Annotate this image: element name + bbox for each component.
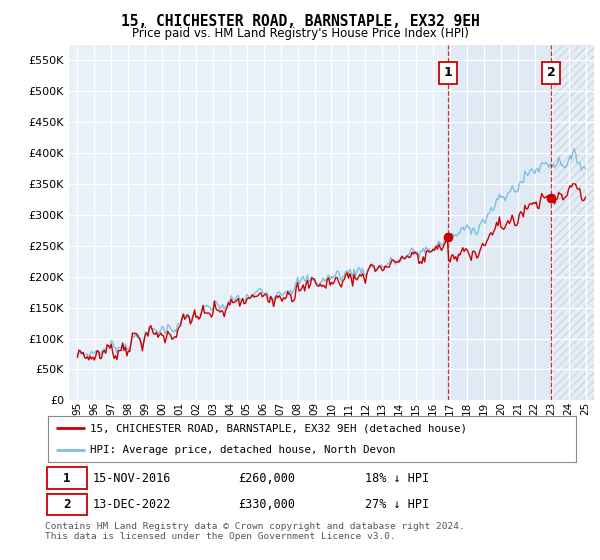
Text: 15-NOV-2016: 15-NOV-2016 bbox=[93, 472, 171, 484]
Text: 2: 2 bbox=[547, 66, 556, 79]
Text: £330,000: £330,000 bbox=[238, 498, 295, 511]
Bar bbox=[551, 45, 594, 400]
Text: 15, CHICHESTER ROAD, BARNSTAPLE, EX32 9EH: 15, CHICHESTER ROAD, BARNSTAPLE, EX32 9E… bbox=[121, 14, 479, 29]
FancyBboxPatch shape bbox=[47, 468, 86, 489]
Text: 18% ↓ HPI: 18% ↓ HPI bbox=[365, 472, 429, 484]
Text: 13-DEC-2022: 13-DEC-2022 bbox=[93, 498, 171, 511]
Text: £260,000: £260,000 bbox=[238, 472, 295, 484]
Text: 1: 1 bbox=[63, 472, 70, 484]
Text: Price paid vs. HM Land Registry's House Price Index (HPI): Price paid vs. HM Land Registry's House … bbox=[131, 27, 469, 40]
Bar bbox=[551, 45, 594, 400]
Text: 27% ↓ HPI: 27% ↓ HPI bbox=[365, 498, 429, 511]
Bar bbox=[448, 45, 551, 400]
Text: 1: 1 bbox=[443, 66, 452, 79]
Text: HPI: Average price, detached house, North Devon: HPI: Average price, detached house, Nort… bbox=[90, 445, 396, 455]
Text: Contains HM Land Registry data © Crown copyright and database right 2024.
This d: Contains HM Land Registry data © Crown c… bbox=[45, 522, 465, 542]
FancyBboxPatch shape bbox=[47, 494, 86, 515]
Text: 2: 2 bbox=[63, 498, 70, 511]
Bar bbox=[551, 45, 594, 400]
Text: 15, CHICHESTER ROAD, BARNSTAPLE, EX32 9EH (detached house): 15, CHICHESTER ROAD, BARNSTAPLE, EX32 9E… bbox=[90, 423, 467, 433]
